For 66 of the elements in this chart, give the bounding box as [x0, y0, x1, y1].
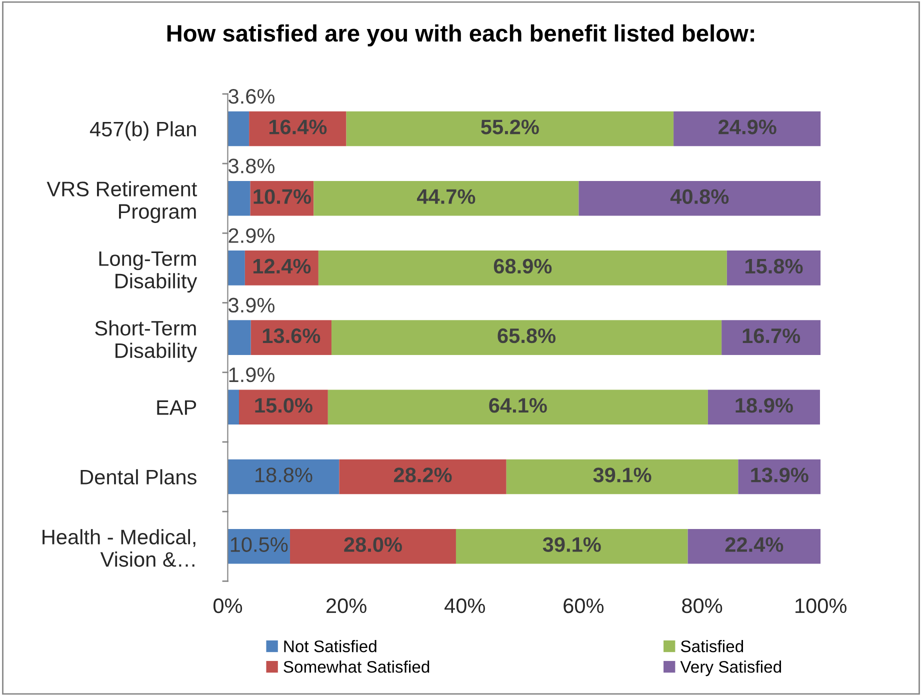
legend-label: Very Satisfied	[680, 660, 782, 676]
bar	[339, 459, 506, 494]
data-label: 22.4%	[725, 537, 784, 552]
bar	[228, 320, 251, 355]
x-tick-label: 60%	[564, 598, 604, 614]
x-tick-label: 40%	[444, 598, 485, 614]
data-label: 16.4%	[269, 120, 327, 134]
data-label: 12.4%	[253, 258, 311, 274]
data-label: 15.0%	[255, 398, 312, 413]
data-label: 10.7%	[254, 189, 311, 204]
y-tick-label: Dental Plans	[80, 469, 196, 485]
data-label: 16.7%	[742, 328, 800, 344]
bar	[314, 180, 579, 216]
y-tick-label: VRS Retirement Program	[46, 181, 198, 223]
bar	[578, 180, 821, 216]
bar	[331, 320, 722, 355]
data-label: 18.8%	[256, 468, 312, 482]
data-label: 3.9%	[228, 298, 274, 313]
bar	[346, 111, 674, 146]
data-label: 65.8%	[498, 328, 556, 344]
bar	[228, 111, 250, 146]
bar	[318, 250, 727, 286]
y-tick-label: Short-Term Disability	[95, 320, 198, 362]
x-tick-label: 20%	[326, 598, 366, 614]
bar	[506, 459, 738, 494]
bar	[674, 111, 821, 146]
legend-label: Somewhat Satisfied	[284, 660, 430, 673]
data-label: 55.2%	[481, 120, 539, 134]
bar	[456, 528, 688, 564]
bar	[228, 390, 239, 425]
chart-title: How satisfied are you with each benefit listed below:	[167, 24, 754, 46]
bar	[328, 390, 708, 425]
data-label: 68.9%	[494, 258, 552, 274]
bar	[688, 528, 821, 564]
bar	[228, 180, 250, 216]
data-label: 13.6%	[262, 328, 320, 344]
bar	[228, 250, 245, 286]
bar	[228, 459, 340, 494]
data-label: 39.1%	[542, 537, 601, 552]
data-label: 10.5%	[230, 537, 288, 552]
bar	[708, 390, 820, 425]
data-label: 24.9%	[718, 120, 776, 134]
legend-label: Satisfied	[680, 640, 744, 652]
data-label: 13.9%	[751, 468, 808, 482]
data-label: 28.2%	[394, 468, 452, 482]
data-label: 2.9%	[228, 228, 274, 243]
data-label: 40.8%	[670, 189, 729, 204]
data-label: 3.6%	[228, 89, 274, 104]
data-label: 28.0%	[344, 537, 402, 552]
x-tick-label: 0%	[213, 598, 242, 614]
y-tick-label: EAP	[157, 400, 196, 415]
bar	[290, 528, 456, 564]
x-tick-label: 100%	[796, 598, 846, 614]
data-label: 39.1%	[593, 468, 652, 482]
data-label: 1.9%	[229, 367, 274, 382]
legend-label: Not Satisfied	[284, 640, 376, 652]
y-tick-label: Long-Term Disability	[99, 251, 198, 293]
y-tick-label: Health - Medical, Vision &…	[42, 529, 196, 567]
data-label: 3.8%	[228, 158, 274, 174]
data-label: 18.9%	[736, 398, 793, 413]
x-tick-label: 80%	[682, 598, 722, 614]
data-label: 44.7%	[416, 189, 476, 204]
data-label: 64.1%	[489, 398, 547, 413]
y-tick-label: 457(b) Plan	[90, 121, 196, 141]
bar	[722, 320, 821, 355]
data-label: 15.8%	[746, 258, 803, 274]
